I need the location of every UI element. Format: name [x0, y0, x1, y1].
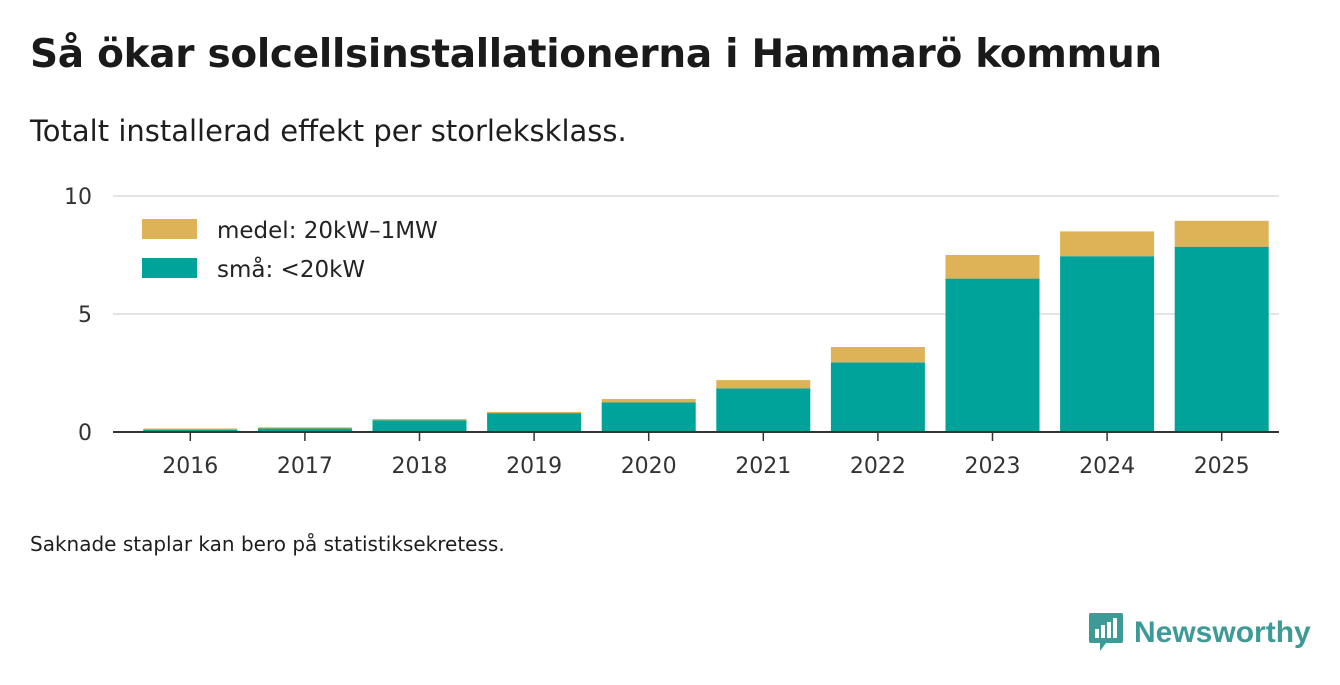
legend-label: små: <20kW: [217, 255, 365, 283]
bar-segment-sma-2023: [945, 278, 1040, 432]
bar-segment-sma-2016: [143, 429, 238, 432]
bar-segment-medel-2021: [716, 380, 811, 389]
bar-segment-sma-2021: [716, 388, 811, 432]
bar-segment-medel-2025: [1174, 220, 1269, 247]
bar-segment-sma-2017: [257, 428, 352, 432]
x-tick-label: 2017: [277, 454, 333, 479]
brand-logo: Newsworthy: [1088, 611, 1311, 655]
x-tick-label: 2022: [850, 454, 906, 479]
chart-title: Så ökar solcellsinstallationerna i Hamma…: [30, 32, 1162, 77]
legend-swatch: [142, 258, 197, 278]
x-tick-label: 2023: [965, 454, 1021, 479]
x-tick-label: 2018: [392, 454, 448, 479]
bar-chart-chat-icon: [1089, 613, 1123, 651]
bars: [143, 220, 1269, 432]
axes: 0 5 10 2016 2017 2018 2019 2020 2021 2022 2023 2024…: [64, 185, 1279, 479]
x-tick-label: 2019: [506, 454, 562, 479]
x-tick-label: 2021: [735, 454, 791, 479]
x-tick-label: 2024: [1079, 454, 1135, 479]
chart-subtitle: Totalt installerad effekt per storlekskl…: [30, 114, 627, 148]
bar-segment-medel-2024: [1060, 231, 1155, 257]
brand-name: Newsworthy: [1134, 616, 1311, 649]
bar-segment-sma-2018: [372, 420, 467, 432]
y-tick-label: 0: [78, 421, 92, 446]
bar-segment-sma-2020: [601, 402, 696, 432]
x-tick-label: 2020: [621, 454, 677, 479]
footnote: Saknade staplar kan bero på statistiksek…: [30, 532, 505, 556]
x-tick-label: 2025: [1194, 454, 1250, 479]
bar-segment-sma-2022: [830, 362, 925, 432]
bar-segment-medel-2018: [372, 419, 467, 421]
bar-segment-sma-2025: [1174, 246, 1269, 432]
bar-segment-sma-2024: [1060, 256, 1155, 432]
x-tick-label: 2016: [162, 454, 218, 479]
bar-segment-medel-2020: [601, 399, 696, 403]
bar-segment-medel-2023: [945, 255, 1040, 279]
bar-segment-medel-2022: [830, 347, 925, 363]
bar-segment-medel-2016: [143, 428, 238, 430]
y-tick-label: 10: [64, 185, 92, 210]
legend: medel: 20kW–1MW små: <20kW: [142, 218, 438, 283]
legend-label: medel: 20kW–1MW: [217, 218, 438, 244]
bar-segment-medel-2017: [257, 427, 352, 429]
bar-segment-medel-2019: [487, 411, 582, 414]
legend-swatch: [142, 219, 197, 239]
bar-segment-sma-2019: [487, 413, 582, 432]
y-tick-label: 5: [78, 303, 92, 328]
